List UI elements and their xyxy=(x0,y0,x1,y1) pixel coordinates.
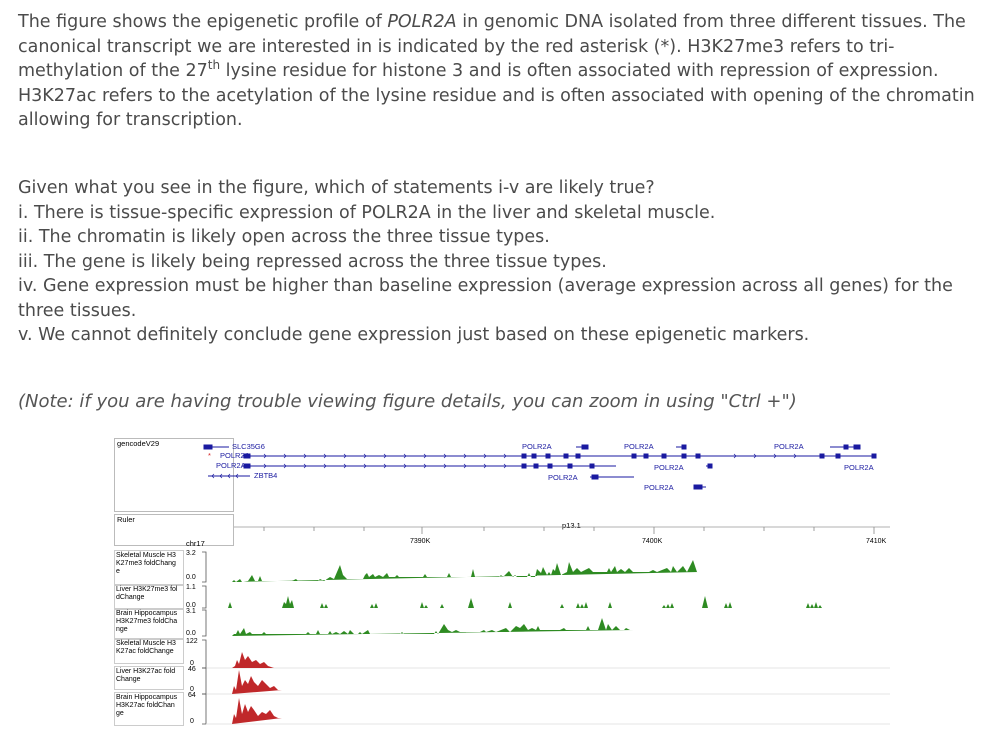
gene-zbtb4: ZBTB4 xyxy=(254,471,278,480)
track-label-brain-me3: Brain Hippocampus H3K27me3 foldCha nge xyxy=(116,610,178,633)
track-max: 46 xyxy=(188,666,196,673)
cytoband-label: p13.1 xyxy=(562,521,581,530)
track-min: 0 xyxy=(190,718,194,725)
track-label-box: Liver H3K27ac fold Change xyxy=(114,666,184,690)
gene-polr2a-2: POLR2A xyxy=(216,461,246,470)
statement-i: i. There is tissue-specific expression o… xyxy=(18,202,716,223)
statement-v: v. We cannot definitely conclude gene ex… xyxy=(18,325,810,345)
gene-name: POLR2A xyxy=(387,12,457,32)
statement-iv: iv. Gene expression must be higher than … xyxy=(18,276,953,321)
tick-7410k: 7410K xyxy=(866,538,887,545)
zoom-note: (Note: if you are having trouble viewing… xyxy=(18,391,797,412)
gencode-label-box: gencodeV29 xyxy=(114,438,234,512)
gencode-label: gencodeV29 xyxy=(117,439,160,448)
ruler-axis xyxy=(234,526,890,534)
gene-annotation-track xyxy=(203,444,877,490)
question-block: Given what you see in the figure, which … xyxy=(18,176,988,348)
gene-polr2a-t7: POLR2A xyxy=(644,483,674,492)
track-max: 122 xyxy=(186,638,198,645)
gene-polr2a-t3: POLR2A xyxy=(774,442,804,451)
gene-polr2a-t5: POLR2A xyxy=(844,463,874,472)
statement-ii: ii. The chromatin is likely open across … xyxy=(18,227,550,247)
track-label-liver-me3: Liver H3K27me3 fol dChange xyxy=(116,586,178,601)
ruler-label-box: Ruler xyxy=(114,514,234,546)
track-min: 0 xyxy=(190,660,194,667)
chromosome-label: chr17 xyxy=(186,539,205,548)
track-brain-me3 xyxy=(202,609,634,637)
track-sm-me3 xyxy=(202,551,699,583)
track-label-box: Skeletal Muscle H3 K27ac foldChange xyxy=(114,638,184,664)
tick-7400k: 7400K xyxy=(642,538,663,545)
genome-browser-figure: gencodeV29 xyxy=(114,438,890,732)
track-label-sm-ac: Skeletal Muscle H3 K27ac foldChange xyxy=(116,640,176,655)
track-label-box: Brain Hippocampus H3K27ac foldChan ge xyxy=(114,692,184,726)
track-max: 64 xyxy=(188,692,196,699)
track-max: 1.1 xyxy=(186,584,196,591)
superscript: th xyxy=(207,58,221,73)
canonical-star-icon: * xyxy=(208,451,211,460)
intro-text-3: lysine residue for histone 3 and is ofte… xyxy=(18,61,975,130)
track-min: 0.0 xyxy=(186,602,196,609)
statement-iii: iii. The gene is likely being repressed … xyxy=(18,251,607,272)
intro-text-2: in genomic DNA isolated from three diffe… xyxy=(18,12,966,81)
track-label-sm-me3: Skeletal Muscle H3 K27me3 foldChang e xyxy=(116,552,176,575)
track-label-box: Liver H3K27me3 fol dChange xyxy=(114,584,184,610)
track-max: 3.2 xyxy=(186,550,196,557)
track-label-brain-ac: Brain Hippocampus H3K27ac foldChan ge xyxy=(116,694,178,717)
track-min: 0.0 xyxy=(186,574,196,581)
track-liver-me3 xyxy=(202,585,822,609)
gene-slc35g6: SLC35G6 xyxy=(232,442,265,451)
track-min: 0 xyxy=(190,686,194,693)
track-brain-ac xyxy=(202,693,890,725)
intro-paragraph: The figure shows the epigenetic profile … xyxy=(18,10,988,133)
track-label-box: Brain Hippocampus H3K27me3 foldCha nge xyxy=(114,608,184,640)
ruler-label: Ruler xyxy=(117,515,135,524)
gene-polr2a-canonical: POLR2A xyxy=(220,451,250,460)
intro-text-1: The figure shows the epigenetic profile … xyxy=(18,12,388,32)
question-prompt: Given what you see in the figure, which … xyxy=(18,178,655,198)
gene-polr2a-t1: POLR2A xyxy=(522,442,552,451)
tick-7390k: 7390K xyxy=(410,538,431,545)
gene-polr2a-t6: POLR2A xyxy=(548,473,578,482)
track-label-box: Skeletal Muscle H3 K27me3 foldChang e xyxy=(114,550,184,586)
track-label-liver-ac: Liver H3K27ac fold Change xyxy=(116,668,176,683)
gene-polr2a-t4: POLR2A xyxy=(654,463,684,472)
track-max: 3.1 xyxy=(186,608,196,615)
track-min: 0.0 xyxy=(186,630,196,637)
gene-polr2a-t2: POLR2A xyxy=(624,442,654,451)
